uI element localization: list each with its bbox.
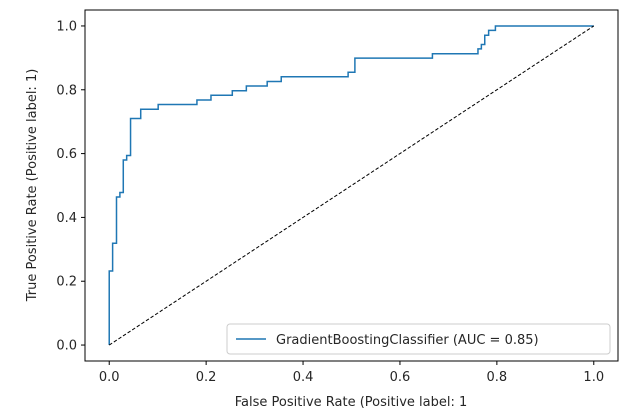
roc-curve-line: [108, 25, 594, 346]
x-tick-label: 0.6: [390, 370, 411, 385]
y-axis-label: True Positive Rate (Positive label: 1): [25, 69, 40, 303]
legend-box: [226, 323, 611, 355]
y-tick-label: 0.6: [56, 147, 77, 162]
legend: GradientBoostingClassifier (AUC = 0.85): [226, 323, 611, 355]
x-tick-label: 0.0: [99, 370, 120, 385]
plot-frame: [84, 9, 619, 362]
x-tick-label: 0.8: [487, 370, 508, 385]
ticks-layer: 0.0 0.2 0.4 0.6 0.8 1.0 0.0 0.2 0.4 0.6 0.8 1.0: [56, 19, 604, 385]
y-tick-label: 0.2: [56, 275, 77, 290]
y-tick-label: 0.8: [56, 83, 77, 98]
y-tick-label: 1.0: [56, 19, 77, 34]
y-tick-label: 0.0: [56, 339, 77, 354]
chance-level-line: [108, 25, 595, 346]
x-tick-label: 0.2: [196, 370, 217, 385]
x-tick-label: 1.0: [583, 370, 604, 385]
legend-label: GradientBoostingClassifier (AUC = 0.85): [276, 333, 539, 348]
series-layer: [108, 25, 595, 346]
y-tick-label: 0.4: [56, 211, 77, 226]
x-axis-label: False Positive Rate (Positive label: 1: [235, 395, 468, 410]
x-tick-label: 0.4: [293, 370, 314, 385]
